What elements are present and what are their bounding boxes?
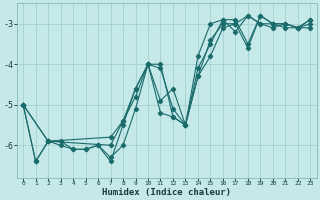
X-axis label: Humidex (Indice chaleur): Humidex (Indice chaleur) (102, 188, 231, 197)
